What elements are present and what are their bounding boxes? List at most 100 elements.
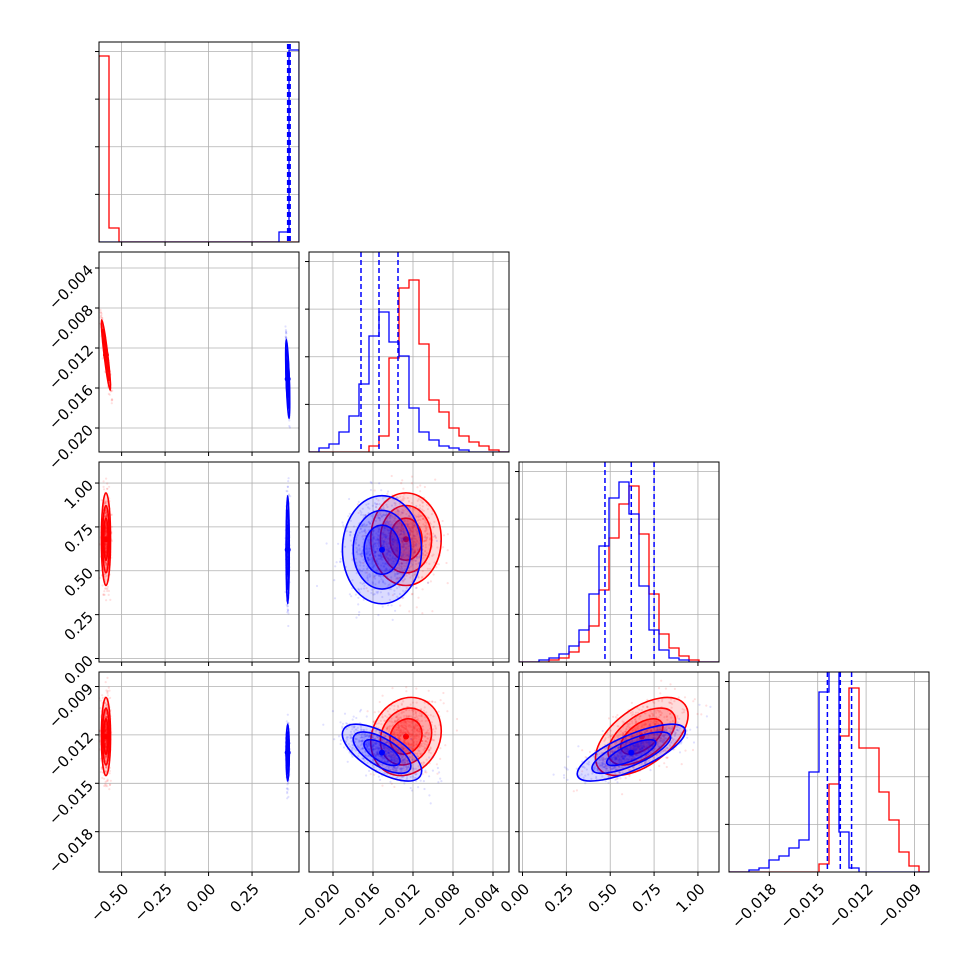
scatter-point (411, 482, 413, 484)
y-tick-label: 0.50 (61, 564, 97, 600)
scatter-point (370, 489, 372, 491)
scatter-point (415, 587, 417, 589)
panel-content (99, 477, 292, 627)
scatter-point (371, 482, 373, 484)
scatter-point (105, 681, 107, 683)
panel-content (316, 475, 449, 621)
scatter-point (342, 524, 344, 526)
scatter-point (106, 482, 108, 484)
scatter-point (411, 593, 413, 595)
scatter-point (357, 603, 359, 605)
scatter-point (287, 605, 289, 607)
panel-content (99, 44, 299, 242)
scatter-point (349, 513, 351, 515)
scatter-point (106, 677, 108, 679)
scatter-point (380, 489, 382, 491)
scatter-point (358, 501, 360, 503)
panel-2-0: 0.000.250.500.751.00 (61, 462, 299, 688)
scatter-point (105, 599, 107, 601)
scatter-point (347, 515, 349, 517)
scatter-point (387, 490, 389, 492)
scatter-point (285, 332, 287, 334)
scatter-point (430, 580, 432, 582)
scatter-point (355, 617, 357, 619)
scatter-point (326, 542, 328, 544)
panel-content (98, 677, 291, 800)
scatter-point (391, 604, 393, 606)
scatter-point (103, 778, 105, 780)
scatter-point (288, 477, 290, 479)
scatter-point (105, 587, 107, 589)
scatter-point (418, 509, 420, 511)
gridlines (99, 42, 299, 242)
scatter-point (108, 393, 110, 395)
density-peak-red (103, 352, 109, 358)
scatter-point (101, 777, 103, 779)
panel-frame (99, 42, 299, 242)
scatter-point (394, 610, 396, 612)
scatter-point (348, 498, 350, 500)
scatter-point (434, 479, 436, 481)
scatter-point (408, 610, 410, 612)
scatter-point (417, 597, 419, 599)
ticks (515, 472, 698, 666)
scatter-point (103, 590, 105, 592)
scatter-point (100, 700, 102, 702)
y-tick-label: −0.004 (45, 261, 97, 313)
scatter-point (287, 609, 289, 611)
scatter-point (386, 493, 388, 495)
scatter-point (340, 558, 342, 560)
scatter-point (111, 402, 113, 404)
scatter-point (411, 476, 413, 478)
scatter-point (100, 707, 102, 709)
gridlines (99, 252, 299, 452)
scatter-point (108, 486, 110, 488)
scatter-point (287, 625, 289, 627)
scatter-point (421, 612, 423, 614)
scatter-point (286, 490, 288, 492)
scatter-point (110, 780, 112, 782)
y-tick-label: 0.00 (61, 652, 97, 688)
histogram-blue (99, 50, 299, 242)
scatter-point (392, 619, 394, 621)
scatter-point (339, 560, 341, 562)
scatter-point (447, 533, 449, 535)
density-peak-red (103, 536, 109, 542)
scatter-point (387, 604, 389, 606)
scatter-point (442, 546, 444, 548)
scatter-point (100, 309, 102, 311)
scatter-point (333, 579, 335, 581)
scatter-point (105, 781, 107, 783)
panel-2-2 (515, 462, 719, 666)
ticks (95, 483, 252, 666)
scatter-point (417, 516, 419, 518)
scatter-point (358, 614, 360, 616)
panel-content (519, 462, 719, 662)
scatter-point (287, 480, 289, 482)
scatter-point (427, 582, 429, 584)
scatter-point (107, 694, 109, 696)
panel-content (96, 292, 291, 429)
scatter-point (105, 785, 107, 787)
scatter-point (108, 687, 110, 689)
scatter-point (438, 563, 440, 565)
scatter-point (288, 493, 290, 495)
density-peak-blue (285, 376, 291, 382)
scatter-point (103, 480, 105, 482)
scatter-point (424, 537, 426, 539)
density-peak-blue (379, 547, 385, 553)
scatter-point (109, 770, 111, 772)
scatter-point (419, 484, 421, 486)
scatter-point (106, 692, 108, 694)
scatter-point (374, 489, 376, 491)
scatter-point (447, 549, 449, 551)
panel-1-0: −0.020−0.016−0.012−0.008−0.004 (45, 252, 299, 473)
scatter-point (337, 543, 339, 545)
scatter-point (391, 475, 393, 477)
scatter-point (440, 540, 442, 542)
scatter-point (108, 690, 110, 692)
scatter-point (109, 599, 111, 601)
scatter-point (415, 505, 417, 507)
